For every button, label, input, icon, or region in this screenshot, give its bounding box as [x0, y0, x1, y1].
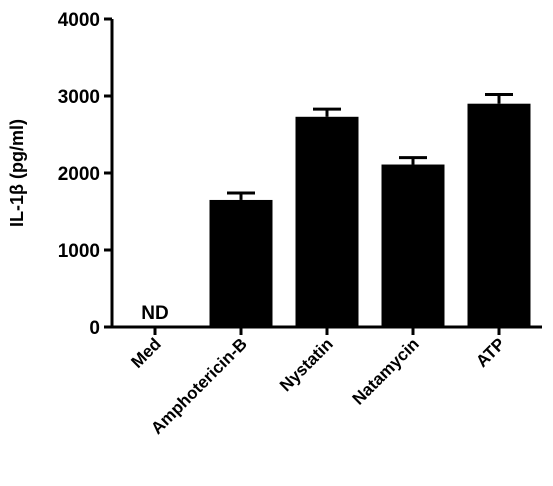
y-axis-label: IL-1β (pg/ml): [7, 119, 27, 227]
y-tick-label: 0: [89, 318, 100, 339]
bar-nystatin: [295, 116, 359, 327]
category-label: Natamycin: [349, 334, 423, 408]
bar-atp: [467, 103, 531, 327]
y-tick-label: 2000: [58, 164, 100, 185]
bar-natamycin: [381, 164, 445, 327]
y-tick-label: 4000: [58, 10, 100, 31]
y-tick-label: 1000: [58, 241, 100, 262]
annotation-nd: ND: [141, 303, 168, 324]
category-label: Med: [127, 334, 164, 371]
category-label: Nystatin: [276, 334, 337, 395]
category-label: ATP: [472, 334, 509, 371]
bars: [209, 103, 531, 327]
y-tick-label: 3000: [58, 87, 100, 108]
y-axis: 0 1000 2000 3000 4000: [58, 10, 114, 339]
bar-amphotericin-b: [209, 199, 273, 327]
x-axis: [111, 325, 542, 335]
error-bars: [227, 92, 513, 200]
category-label: Amphotericin-B: [147, 334, 251, 438]
